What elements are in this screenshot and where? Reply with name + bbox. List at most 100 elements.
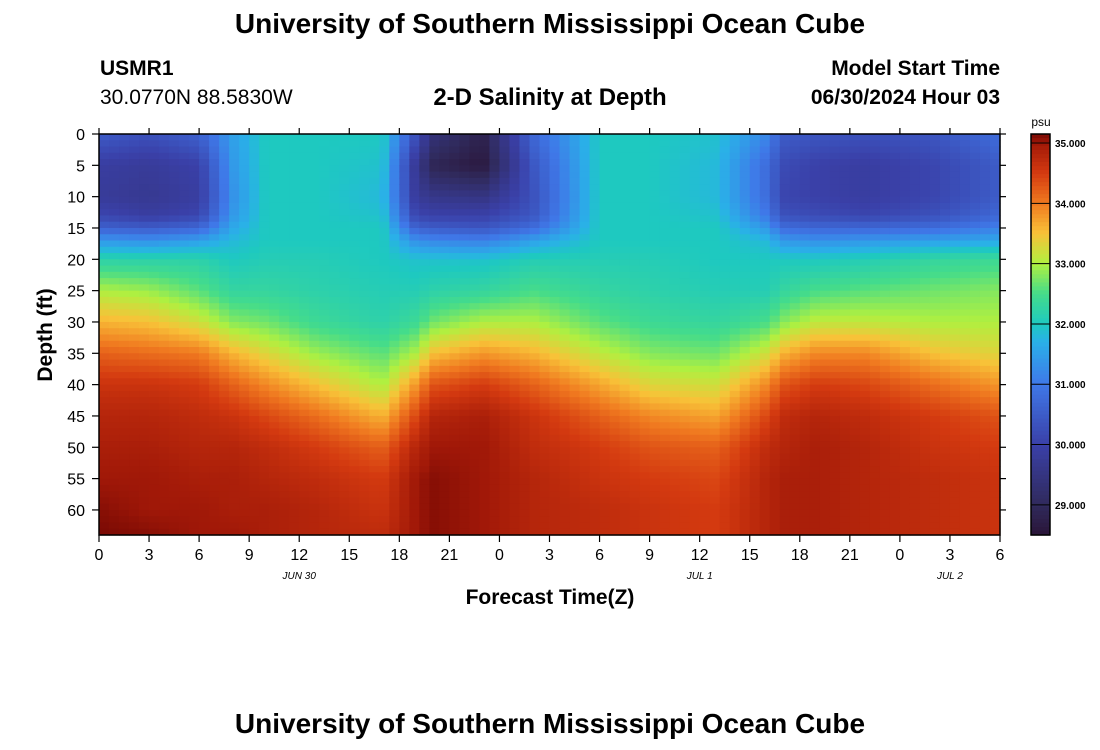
- heatmap-cell: [619, 403, 631, 411]
- heatmap-cell: [829, 296, 841, 304]
- heatmap-cell: [309, 171, 320, 179]
- heatmap-cell: [229, 478, 240, 486]
- heatmap-cell: [379, 177, 390, 185]
- heatmap-cell: [689, 134, 701, 141]
- heatmap-cell: [419, 134, 430, 141]
- heatmap-cell: [359, 271, 370, 279]
- heatmap-cell: [369, 409, 380, 417]
- heatmap-cell: [399, 503, 410, 511]
- heatmap-cell: [109, 340, 120, 348]
- heatmap-cell: [829, 503, 841, 511]
- heatmap-cell: [249, 528, 260, 536]
- heatmap-cell: [769, 453, 781, 461]
- heatmap-cell: [499, 321, 511, 329]
- heatmap-cell: [289, 409, 300, 417]
- heatmap-cell: [569, 522, 581, 530]
- heatmap-cell: [419, 516, 430, 524]
- heatmap-cell: [559, 397, 571, 405]
- heatmap-cell: [149, 403, 160, 411]
- heatmap-cell: [319, 227, 330, 235]
- heatmap-cell: [699, 259, 711, 267]
- heatmap-cell: [759, 134, 771, 141]
- heatmap-cell: [669, 309, 681, 317]
- heatmap-cell: [179, 390, 190, 398]
- heatmap-cell: [479, 491, 491, 499]
- heatmap-cell: [169, 397, 180, 405]
- heatmap-cell: [719, 353, 731, 361]
- heatmap-cell: [609, 466, 621, 473]
- heatmap-cell: [519, 221, 531, 229]
- heatmap-cell: [729, 522, 741, 530]
- heatmap-cell: [429, 227, 440, 235]
- heatmap-cell: [369, 190, 380, 198]
- heatmap-cell: [359, 503, 370, 511]
- heatmap-cell: [659, 466, 671, 473]
- heatmap-cell: [499, 372, 511, 379]
- heatmap-cell: [559, 453, 571, 461]
- heatmap-cell: [179, 415, 190, 423]
- heatmap-cell: [599, 140, 611, 148]
- heatmap-cell: [509, 234, 521, 242]
- heatmap-cell: [849, 397, 861, 405]
- heatmap-cell: [449, 296, 460, 304]
- heatmap-cell: [309, 459, 320, 467]
- heatmap-cell: [459, 347, 471, 354]
- heatmap-cell: [439, 478, 450, 486]
- heatmap-cell: [669, 478, 681, 486]
- heatmap-cell: [669, 140, 681, 148]
- heatmap-cell: [169, 428, 180, 436]
- heatmap-cell: [539, 340, 551, 348]
- heatmap-cell: [469, 372, 481, 379]
- heatmap-cell: [639, 146, 651, 154]
- heatmap-cell: [429, 497, 440, 505]
- heatmap-cell: [689, 159, 701, 166]
- heatmap-cell: [839, 359, 851, 367]
- heatmap-cell: [789, 522, 801, 530]
- heatmap-cell: [459, 171, 471, 179]
- heatmap-cell: [589, 290, 601, 298]
- heatmap-cell: [519, 516, 531, 524]
- heatmap-cell: [339, 152, 350, 160]
- heatmap-cell: [539, 146, 551, 154]
- heatmap-cell: [249, 378, 260, 386]
- heatmap-cell: [769, 177, 781, 185]
- heatmap-cell: [259, 246, 270, 254]
- heatmap-cell: [329, 428, 340, 436]
- heatmap-cell: [629, 134, 641, 141]
- heatmap-cell: [189, 334, 200, 342]
- heatmap-cell: [869, 271, 881, 279]
- heatmap-cell: [699, 491, 711, 499]
- heatmap-cell: [619, 390, 631, 398]
- heatmap-cell: [189, 390, 200, 398]
- heatmap-cell: [449, 259, 460, 267]
- heatmap-cell: [329, 365, 340, 373]
- heatmap-cell: [589, 478, 601, 486]
- heatmap-cell: [189, 253, 200, 260]
- heatmap-cell: [379, 290, 390, 298]
- heatmap-cell: [669, 177, 681, 185]
- heatmap-cell: [769, 215, 781, 223]
- heatmap-cell: [409, 315, 420, 323]
- heatmap-cell: [569, 184, 581, 191]
- heatmap-cell: [139, 315, 150, 323]
- heatmap-cell: [749, 209, 761, 217]
- heatmap-cell: [229, 202, 240, 210]
- heatmap-cell: [479, 303, 491, 311]
- heatmap-cell: [469, 466, 481, 473]
- heatmap-cell: [469, 209, 481, 217]
- heatmap-cell: [699, 472, 711, 480]
- heatmap-cell: [559, 390, 571, 398]
- heatmap-cell: [819, 221, 831, 229]
- heatmap-cell: [99, 140, 110, 148]
- heatmap-cell: [329, 209, 340, 217]
- heatmap-cell: [569, 340, 581, 348]
- heatmap-cell: [779, 365, 791, 373]
- heatmap-cell: [369, 315, 380, 323]
- heatmap-cell: [649, 334, 661, 342]
- heatmap-cell: [349, 365, 360, 373]
- heatmap-cell: [119, 390, 130, 398]
- heatmap-cell: [719, 347, 731, 354]
- heatmap-cell: [529, 146, 541, 154]
- heatmap-cell: [479, 447, 491, 455]
- heatmap-cell: [729, 466, 741, 473]
